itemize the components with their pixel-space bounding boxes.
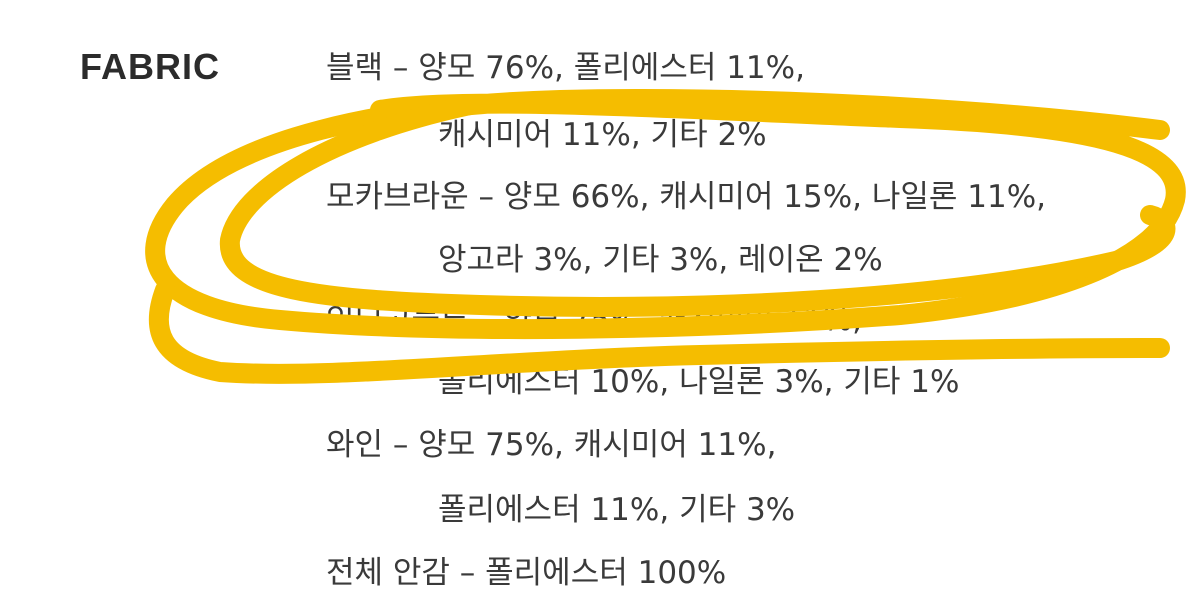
- fabric-line-mocha-brown-cont: 앙고라 3%, 기타 3%, 레이온 2%: [438, 242, 883, 278]
- fabric-line-wine-cont: 폴리에스터 11%, 기타 3%: [438, 492, 796, 528]
- fabric-line-black: 블랙 – 양모 76%, 폴리에스터 11%,: [326, 50, 805, 86]
- fabric-line-black-cont: 캐시미어 11%, 기타 2%: [438, 117, 767, 153]
- fabric-line-lining: 전체 안감 – 폴리에스터 100%: [326, 555, 727, 591]
- fabric-line-mocha-brown: 모카브라운 – 양모 66%, 캐시미어 15%, 나일론 11%,: [326, 179, 1047, 215]
- fabric-line-blue-cont: 폴리에스터 10%, 나일론 3%, 기타 1%: [438, 364, 960, 400]
- fabric-line-blue: 인디고블루 – 양모 75%, 캐시미어 11%,: [326, 302, 863, 338]
- fabric-label: FABRIC: [80, 46, 220, 87]
- fabric-line-wine: 와인 – 양모 75%, 캐시미어 11%,: [326, 427, 777, 463]
